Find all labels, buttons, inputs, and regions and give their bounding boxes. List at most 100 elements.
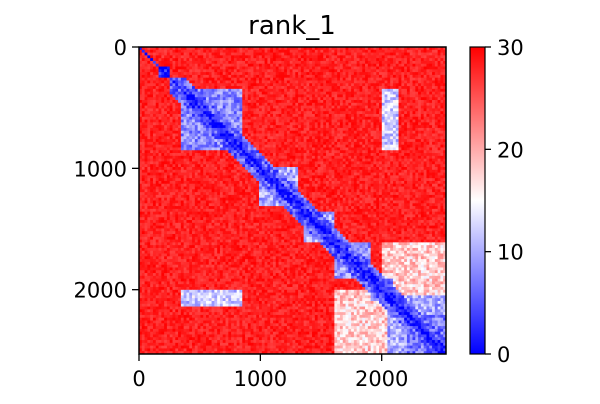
heatmap-cell bbox=[180, 136, 185, 140]
heatmap-cell bbox=[211, 119, 215, 123]
heatmap-cell bbox=[178, 144, 182, 148]
heatmap-cell bbox=[211, 139, 215, 143]
heatmap-cell bbox=[342, 52, 346, 56]
heatmap-cell bbox=[359, 130, 363, 134]
heatmap-cell bbox=[440, 147, 444, 151]
heatmap-cell bbox=[300, 155, 305, 160]
heatmap-cell bbox=[169, 172, 173, 176]
heatmap-cell bbox=[370, 136, 374, 140]
heatmap-cell bbox=[420, 127, 425, 132]
heatmap-cell bbox=[281, 116, 285, 120]
heatmap-cell bbox=[217, 105, 221, 109]
heatmap-cell bbox=[384, 164, 388, 168]
heatmap-cell bbox=[434, 141, 439, 146]
heatmap-cell bbox=[278, 105, 282, 109]
heatmap-cell bbox=[267, 116, 271, 120]
heatmap-cell bbox=[144, 60, 148, 65]
heatmap-cell bbox=[367, 164, 372, 168]
heatmap-cell bbox=[429, 108, 433, 112]
heatmap-cell bbox=[398, 141, 402, 146]
heatmap-cell bbox=[359, 80, 363, 84]
heatmap-cell bbox=[370, 150, 374, 154]
heatmap-cell bbox=[426, 139, 430, 143]
heatmap-cell bbox=[348, 105, 352, 109]
heatmap-cell bbox=[192, 116, 196, 120]
heatmap-cell bbox=[166, 74, 171, 79]
heatmap-cell bbox=[381, 133, 385, 137]
heatmap-cell bbox=[325, 164, 330, 168]
heatmap-cell bbox=[166, 158, 171, 162]
heatmap-cell bbox=[309, 122, 313, 126]
heatmap-cell bbox=[443, 72, 447, 76]
heatmap-cell bbox=[300, 88, 305, 93]
heatmap-cell bbox=[253, 141, 257, 146]
heatmap-cell bbox=[247, 161, 252, 165]
heatmap-cell bbox=[172, 77, 176, 81]
heatmap-cell bbox=[401, 127, 405, 132]
heatmap-cell bbox=[161, 122, 165, 126]
heatmap-cell bbox=[312, 136, 316, 140]
heatmap-cell bbox=[141, 130, 145, 134]
heatmap-cell bbox=[345, 111, 349, 115]
heatmap-cell bbox=[192, 141, 196, 146]
heatmap-cell bbox=[192, 83, 196, 87]
heatmap-cell bbox=[275, 77, 279, 81]
heatmap-cell bbox=[373, 77, 377, 81]
heatmap-cell bbox=[387, 49, 391, 53]
heatmap-cell bbox=[233, 83, 238, 87]
heatmap-cell bbox=[261, 144, 265, 148]
heatmap-cell bbox=[239, 155, 243, 160]
heatmap-cell bbox=[180, 63, 185, 67]
heatmap-cell bbox=[320, 150, 324, 154]
heatmap-cell bbox=[180, 158, 185, 162]
heatmap-cell bbox=[155, 66, 159, 70]
heatmap-cell bbox=[203, 158, 207, 162]
heatmap-cell bbox=[239, 105, 243, 109]
heatmap-cell bbox=[236, 80, 240, 84]
heatmap-cell bbox=[392, 91, 397, 95]
heatmap-cell bbox=[141, 60, 145, 65]
heatmap-cell bbox=[348, 77, 352, 81]
heatmap-cell bbox=[420, 119, 425, 123]
heatmap-cell bbox=[376, 72, 380, 76]
heatmap-cell bbox=[164, 47, 168, 51]
heatmap-cell bbox=[169, 91, 173, 95]
heatmap-cell bbox=[208, 127, 212, 132]
heatmap-cell bbox=[353, 52, 358, 56]
heatmap-cell bbox=[323, 153, 327, 157]
heatmap-cell bbox=[158, 88, 162, 93]
heatmap-cell bbox=[292, 147, 296, 151]
heatmap-cell bbox=[398, 49, 402, 53]
heatmap-cell bbox=[194, 144, 199, 148]
heatmap-cell bbox=[141, 136, 145, 140]
heatmap-cell bbox=[211, 125, 215, 129]
heatmap-cell bbox=[228, 100, 232, 104]
heatmap-cell bbox=[233, 55, 238, 59]
heatmap-cell bbox=[367, 125, 372, 129]
heatmap-cell bbox=[200, 108, 204, 112]
heatmap-cell bbox=[211, 164, 215, 168]
heatmap-cell bbox=[437, 97, 441, 101]
heatmap-cell bbox=[328, 136, 332, 140]
heatmap-cell bbox=[270, 133, 274, 137]
heatmap-cell bbox=[356, 52, 360, 56]
heatmap-cell bbox=[164, 161, 168, 165]
heatmap-cell bbox=[261, 153, 265, 157]
heatmap-cell bbox=[239, 130, 243, 134]
heatmap-cell bbox=[242, 116, 246, 120]
heatmap-cell bbox=[161, 100, 165, 104]
heatmap-cell bbox=[281, 105, 285, 109]
heatmap-cell bbox=[390, 66, 394, 70]
heatmap-cell bbox=[331, 167, 335, 171]
heatmap-cell bbox=[443, 125, 447, 129]
heatmap-cell bbox=[261, 108, 265, 112]
heatmap-cell bbox=[186, 63, 190, 67]
heatmap-cell bbox=[292, 108, 296, 112]
heatmap-cell bbox=[284, 91, 288, 95]
heatmap-cell bbox=[245, 55, 249, 59]
heatmap-cell bbox=[303, 130, 307, 134]
heatmap-cell bbox=[180, 130, 185, 134]
heatmap-cell bbox=[172, 119, 176, 123]
heatmap-cell bbox=[434, 97, 439, 101]
heatmap-cell bbox=[381, 47, 385, 51]
